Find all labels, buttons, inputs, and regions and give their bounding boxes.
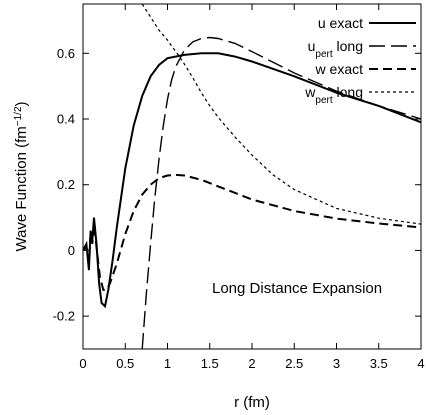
x-tick-label: 2.5 (285, 356, 303, 371)
x-tick-label: 4 (417, 356, 424, 371)
annotation-text: Long Distance Expansion (212, 280, 382, 297)
y-axis-label-main: Wave Function (fm (13, 126, 30, 251)
curves (83, 4, 421, 349)
y-tick-label: 0.2 (57, 177, 75, 192)
x-tick-label: 0.5 (116, 356, 134, 371)
x-axis-ticks: 0 0.5 1 1.5 2 2.5 3 3.5 4 (79, 4, 425, 371)
y-tick-label: 0 (68, 243, 75, 258)
series-line-3 (83, 173, 421, 291)
x-tick-label: 1 (164, 356, 171, 371)
plot-area: 0 0.5 1 1.5 2 2.5 3 3.5 4 -0.2 0 0.2 0.4 0.6 u exact… (53, 3, 425, 371)
plot-frame (82, 3, 422, 350)
x-tick-label: 1.5 (201, 356, 219, 371)
series-line-2 (141, 36, 421, 349)
x-tick-label: 2 (248, 356, 255, 371)
x-tick-label: 3.5 (370, 356, 388, 371)
legend-label-2: upert long (308, 38, 363, 60)
series-line-1 (83, 52, 421, 309)
y-tick-label: 0.4 (57, 112, 75, 127)
y-axis-label: Wave Function (fm−1/2) (13, 101, 31, 251)
y-tick-label: 0.6 (57, 46, 75, 61)
y-axis-ticks: -0.2 0 0.2 0.4 0.6 (53, 46, 421, 324)
x-tick-label: 3 (333, 356, 340, 371)
y-tick-label: -0.2 (53, 309, 75, 324)
series-line-4 (141, 4, 421, 225)
y-axis-label-close: ) (13, 101, 30, 106)
x-tick-label: 0 (79, 356, 86, 371)
x-axis-label: r (fm) (234, 394, 270, 411)
y-axis-label-sup: −1/2 (13, 106, 24, 126)
legend-label-3: w exact (315, 61, 364, 77)
legend-label-1: u exact (318, 15, 363, 31)
legend-label-4: wpert long (304, 84, 363, 106)
